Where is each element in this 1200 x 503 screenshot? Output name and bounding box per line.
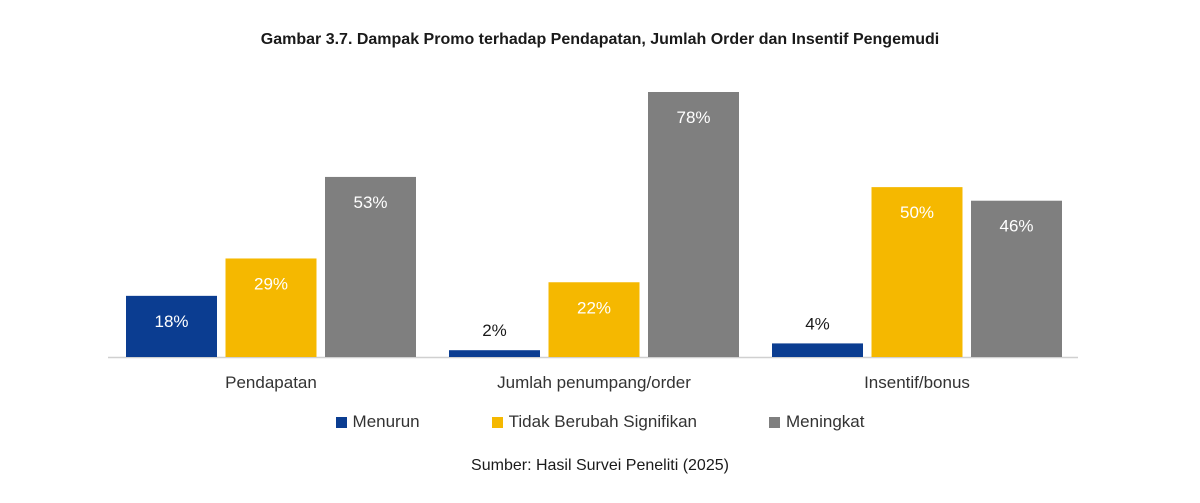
bar-3-3: [971, 200, 1062, 357]
legend-label-3: Meningkat: [786, 412, 865, 431]
category-label-1: Pendapatan: [225, 373, 317, 392]
category-label-3: Insentif/bonus: [864, 373, 970, 392]
bar-2-3: [871, 187, 963, 357]
legend-label-1: Menurun: [352, 412, 420, 431]
legend: Menurun Tidak Berubah Signifikan Meningkat: [0, 412, 1200, 432]
data-label-2-2: 22%: [577, 298, 611, 317]
bar-2-2: [548, 282, 640, 357]
legend-item-3: Meningkat: [769, 412, 864, 432]
data-label-2-1: 29%: [254, 274, 288, 293]
legend-item-1: Menurun: [335, 412, 420, 432]
data-label-3-3: 46%: [999, 217, 1033, 236]
legend-swatch-1: [335, 416, 347, 428]
bar-3-1: [325, 176, 416, 357]
source-note: Sumber: Hasil Survei Peneliti (2025): [471, 457, 729, 474]
bar-2-1: [225, 258, 317, 357]
data-label-1-1: 18%: [154, 312, 188, 331]
data-label-1-3: 4%: [805, 314, 830, 333]
data-label-3-1: 53%: [353, 193, 387, 212]
bar-3-2: [648, 92, 739, 357]
bar-1-3: [772, 343, 863, 357]
data-label-1-2: 2%: [482, 321, 507, 340]
legend-swatch-2: [491, 416, 503, 428]
legend-item-2: Tidak Berubah Signifikan: [491, 412, 698, 432]
bar-1-2: [449, 350, 540, 357]
chart-title: Gambar 3.7. Dampak Promo terhadap Pendap…: [260, 31, 940, 48]
data-label-2-3: 50%: [900, 203, 934, 222]
category-label-2: Jumlah penumpang/order: [497, 373, 691, 392]
bar-1-1: [126, 295, 217, 357]
data-label-3-2: 78%: [676, 108, 710, 127]
legend-swatch-3: [769, 416, 781, 428]
legend-label-2: Tidak Berubah Signifikan: [508, 412, 698, 431]
